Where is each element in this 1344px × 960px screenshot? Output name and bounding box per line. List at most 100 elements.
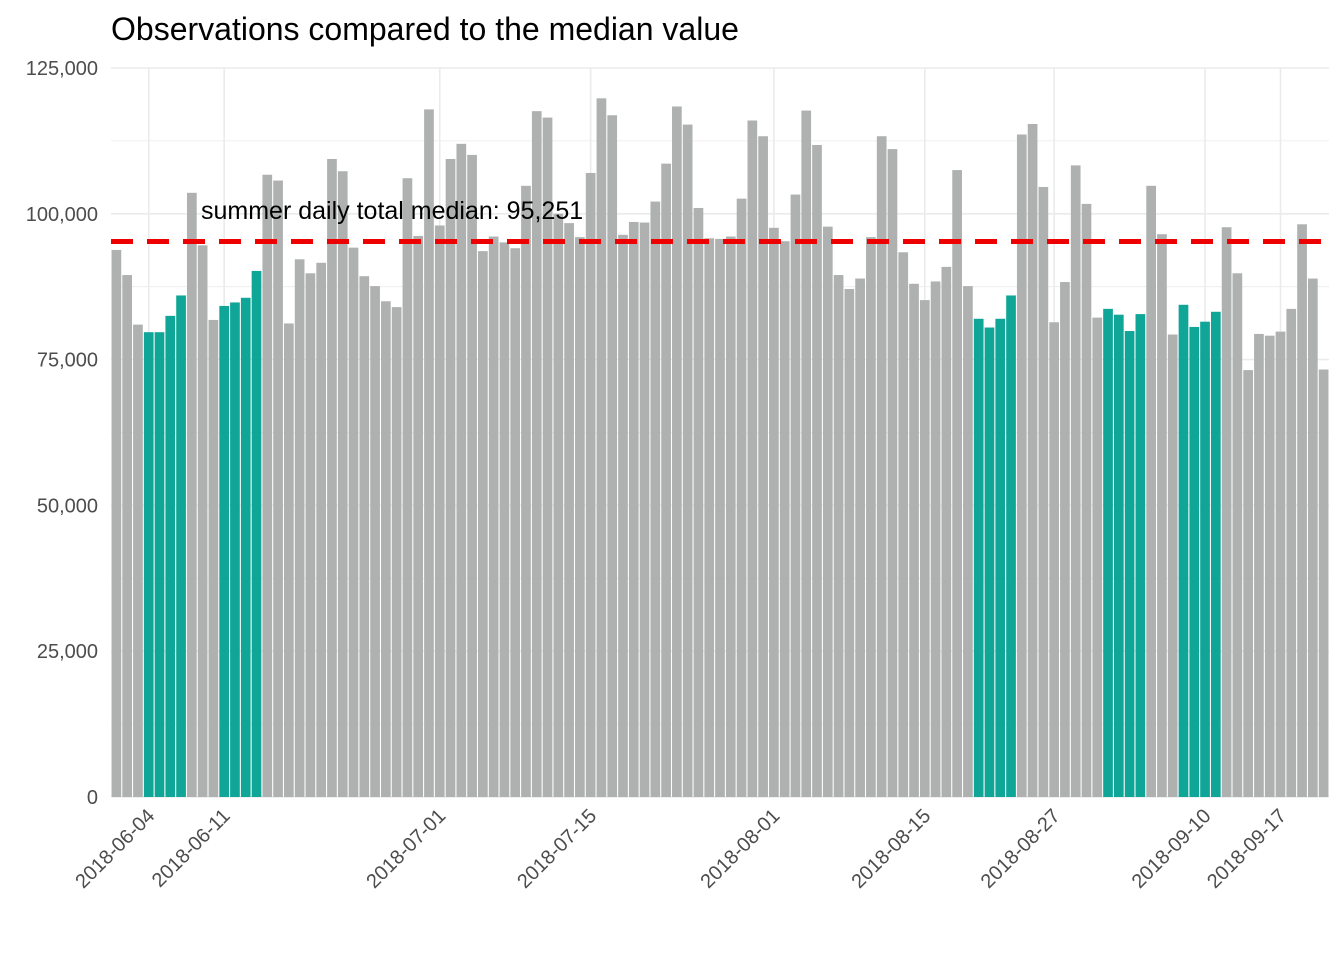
bar [758,136,768,798]
bar [844,289,855,797]
bar [639,222,650,798]
bar [1286,308,1297,797]
bar [898,252,909,798]
bar [661,163,671,797]
bar [1027,123,1038,798]
bar [122,275,133,797]
x-tick-label: 2018-09-17 [1203,805,1291,893]
x-tick-label: 2018-07-15 [513,805,601,893]
bar-highlighted [240,297,251,797]
bar [531,111,542,797]
bar-highlighted [1135,314,1146,797]
bar [305,273,316,797]
bar [725,236,736,798]
bar [478,251,488,797]
bar [596,98,607,797]
bar [919,300,930,797]
bar [1318,369,1329,797]
bar [197,245,208,798]
bar [456,143,467,797]
bar [855,278,865,797]
bar [434,225,445,797]
y-tick-label: 0 [87,787,98,809]
bar [1264,335,1275,797]
bar [445,158,456,798]
bar-highlighted [973,318,984,797]
bar [1243,370,1254,797]
median-annotation: summer daily total median: 95,251 [201,197,583,225]
bar [467,154,477,797]
bar-highlighted [143,332,154,797]
bar-highlighted [1103,308,1113,797]
bar [1275,331,1286,797]
bar [628,221,639,797]
bar [510,248,521,797]
bar [133,324,143,797]
bar [553,213,564,798]
bar-highlighted [1178,304,1189,797]
bar [909,283,919,797]
bar [1232,273,1243,797]
bar [1092,317,1103,797]
bar [294,259,305,797]
y-tick-label: 25,000 [37,641,98,663]
bar [801,110,812,797]
bar-highlighted [1210,311,1221,797]
bar [693,207,704,798]
bar [812,144,822,798]
bar-highlighted [1189,326,1200,797]
bar [327,158,337,798]
bar-highlighted [154,332,165,797]
bar [1038,186,1049,798]
bar-highlighted [1113,314,1124,797]
bar [1016,134,1027,798]
y-tick-label: 75,000 [37,350,98,372]
bar [747,120,758,798]
bar [1049,322,1059,797]
bar-highlighted [1124,331,1135,797]
bar-highlighted [1200,321,1210,797]
bar [1146,185,1156,797]
bar-highlighted [995,318,1006,797]
bar [1254,333,1264,797]
bar [930,281,941,797]
bar [370,286,380,797]
bar-highlighted [251,270,262,797]
y-tick-label: 125,000 [26,58,98,80]
bar [1060,282,1070,797]
bar [1307,278,1318,797]
bar [348,247,359,797]
x-tick-label: 2018-09-10 [1128,805,1216,893]
bar [424,109,434,797]
bar [521,185,531,797]
x-tick-label: 2018-07-01 [362,805,450,893]
bar [887,149,898,797]
bar [499,242,510,797]
bar [186,192,197,798]
chart-title: Observations compared to the median valu… [111,11,739,47]
bar [488,236,499,798]
bar [618,234,628,798]
bar [262,174,273,798]
bar-highlighted [1006,295,1016,797]
bar [672,106,682,798]
bar [337,171,348,798]
bar [1297,224,1307,798]
x-tick-label: 2018-06-04 [71,805,159,893]
bar-highlighted [230,302,240,797]
bar [736,198,747,797]
bar [208,319,219,797]
bar [952,170,962,797]
bar-highlighted [176,295,186,797]
bar [381,301,391,797]
bar [941,266,952,797]
bar [391,307,402,797]
bar [359,276,370,797]
bar [1070,165,1081,797]
bar [715,238,725,797]
x-tick-label: 2018-08-27 [977,805,1065,893]
bars [111,98,1329,798]
bar [111,249,122,797]
